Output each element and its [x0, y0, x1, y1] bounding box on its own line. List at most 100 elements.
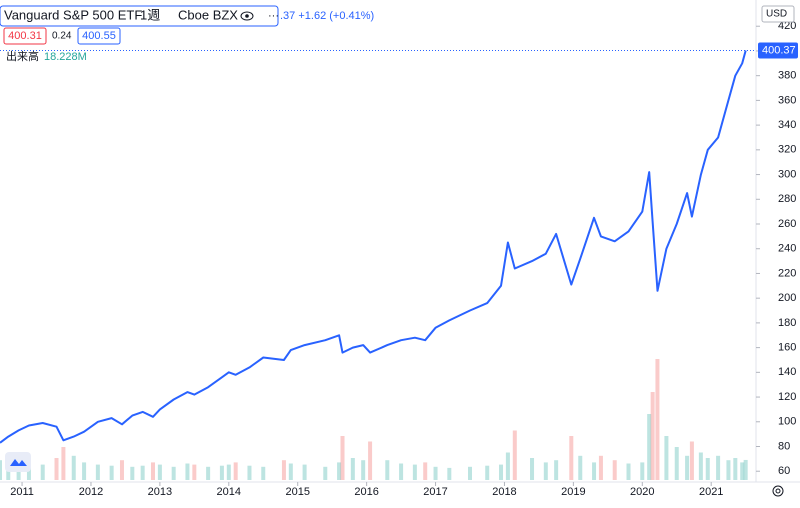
volume-bar [340, 436, 345, 480]
volume-bar [281, 460, 286, 480]
volume-bar [612, 460, 617, 480]
volume-bar [26, 463, 31, 480]
volume-bar [71, 455, 76, 480]
volume-bar [226, 464, 231, 480]
volume-bar [698, 452, 703, 480]
eye-icon[interactable] [240, 11, 254, 21]
volume-bar [350, 458, 355, 480]
y-tick-label: 160 [778, 342, 796, 354]
volume-bar [468, 466, 473, 480]
x-tick-label: 2012 [79, 486, 103, 498]
volume-bar [206, 466, 211, 480]
symbol-box[interactable] [0, 5, 279, 27]
ask: 400.55 [82, 30, 116, 42]
x-tick-label: 2013 [148, 486, 172, 498]
spread: 0.24 [52, 31, 72, 42]
volume-bar [323, 466, 328, 480]
volume-bar [569, 436, 574, 480]
volume-bar [640, 462, 645, 480]
y-tick-label: 60 [778, 465, 790, 477]
volume-bar [54, 458, 59, 480]
volume-bar [512, 430, 517, 480]
volume-bar [716, 455, 721, 480]
x-tick-label: 2021 [699, 486, 723, 498]
volume-bar [337, 462, 342, 480]
volume-bar [119, 460, 124, 480]
bid: 400.31 [8, 30, 42, 42]
volume-label: 出来高 [6, 49, 39, 63]
volume-bar [674, 447, 679, 480]
volume-bar [219, 465, 224, 480]
volume-bar [554, 460, 559, 480]
volume-bar [95, 464, 100, 480]
volume-bar [385, 460, 390, 480]
symbol-title: Vanguard S&P 500 ETF [4, 7, 142, 22]
volume-bar [82, 462, 87, 480]
volume-bar [578, 455, 583, 480]
volume-bar [412, 464, 417, 480]
exchange: Cboe BZX [178, 7, 238, 22]
volume-bar [740, 462, 745, 480]
volume-bar [733, 458, 738, 480]
y-tick-label: 240 [778, 243, 796, 255]
x-tick-label: 2014 [217, 486, 241, 498]
volume-bar [302, 464, 307, 480]
last-price-box [758, 42, 798, 59]
volume-value: 18.228M [44, 51, 87, 63]
settings-icon[interactable] [772, 485, 784, 497]
volume-bar [685, 455, 690, 480]
volume-bar [423, 462, 428, 480]
volume-bar [130, 466, 135, 480]
volume-bar [0, 460, 2, 480]
volume-bar [543, 462, 548, 480]
y-tick-label: 140 [778, 366, 796, 378]
y-tick-label: 180 [778, 317, 796, 329]
y-tick-label: 340 [778, 119, 796, 131]
volume-bar [192, 464, 197, 480]
x-tick-label: 2020 [630, 486, 654, 498]
volume-bar [361, 460, 366, 480]
volume-bar [433, 466, 438, 480]
price-line [0, 50, 747, 444]
x-tick-label: 2015 [285, 486, 309, 498]
volume-bar [109, 465, 114, 480]
y-tick-label: 220 [778, 267, 796, 279]
volume-bar [650, 392, 655, 480]
more-icon[interactable]: ··· [268, 10, 279, 22]
y-tick-label: 300 [778, 168, 796, 180]
volume-bar [288, 463, 293, 480]
volume-bar [530, 458, 535, 480]
volume-bar [647, 414, 652, 480]
volume-bar [664, 436, 669, 480]
ask-box [77, 27, 121, 45]
volume-bar [40, 464, 45, 480]
y-tick-label: 80 [778, 440, 790, 452]
volume-bar [185, 463, 190, 480]
volume-bar [261, 466, 266, 480]
y-tick-label: 380 [778, 70, 796, 82]
logo[interactable] [5, 452, 31, 472]
y-tick-label: 360 [778, 94, 796, 106]
volume-bar [485, 465, 490, 480]
currency-box[interactable] [761, 5, 795, 23]
volume-bar [140, 465, 145, 480]
volume-bar [743, 459, 748, 480]
bid-box [3, 27, 47, 45]
x-tick-label: 2019 [561, 486, 585, 498]
volume-bar [626, 463, 631, 480]
y-tick-label: 100 [778, 416, 796, 428]
y-tick-label: 120 [778, 391, 796, 403]
volume-bar [157, 464, 162, 480]
y-tick-label: 320 [778, 144, 796, 156]
volume-bar [726, 460, 731, 480]
x-tick-label: 2011 [10, 486, 34, 498]
currency: USD [766, 9, 787, 20]
volume-bar [499, 464, 504, 480]
volume-bar [655, 359, 660, 480]
quote: .37 +1.62 (+0.41%) [280, 10, 374, 22]
volume-bar [61, 447, 66, 480]
interval: 1週 [140, 7, 160, 22]
volume-bar [150, 462, 155, 480]
